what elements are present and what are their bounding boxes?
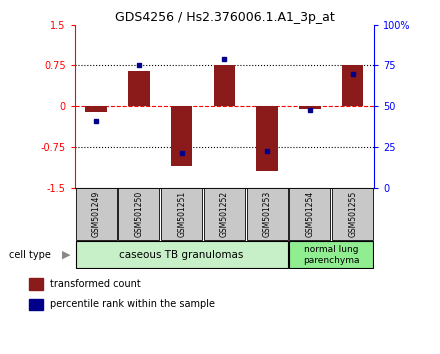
Text: GSM501251: GSM501251 bbox=[177, 191, 186, 237]
FancyBboxPatch shape bbox=[118, 188, 159, 240]
FancyBboxPatch shape bbox=[161, 188, 202, 240]
FancyBboxPatch shape bbox=[290, 188, 330, 240]
Bar bbox=[29, 299, 43, 310]
FancyBboxPatch shape bbox=[247, 188, 288, 240]
Bar bbox=[128, 71, 150, 106]
Bar bbox=[257, 106, 278, 171]
Bar bbox=[171, 106, 192, 166]
Bar bbox=[29, 278, 43, 290]
Text: GSM501250: GSM501250 bbox=[134, 191, 143, 237]
FancyBboxPatch shape bbox=[332, 188, 373, 240]
Bar bbox=[299, 106, 321, 109]
Text: cell type: cell type bbox=[9, 250, 51, 260]
Title: GDS4256 / Hs2.376006.1.A1_3p_at: GDS4256 / Hs2.376006.1.A1_3p_at bbox=[114, 11, 334, 24]
Text: GSM501252: GSM501252 bbox=[220, 191, 229, 237]
FancyBboxPatch shape bbox=[290, 241, 373, 268]
Bar bbox=[85, 106, 107, 112]
Text: GSM501249: GSM501249 bbox=[92, 191, 101, 237]
FancyBboxPatch shape bbox=[76, 188, 117, 240]
FancyBboxPatch shape bbox=[76, 241, 288, 268]
FancyBboxPatch shape bbox=[204, 188, 245, 240]
Text: percentile rank within the sample: percentile rank within the sample bbox=[50, 299, 215, 309]
Bar bbox=[214, 65, 235, 106]
Text: ▶: ▶ bbox=[62, 250, 70, 260]
Text: GSM501254: GSM501254 bbox=[305, 191, 315, 237]
Text: caseous TB granulomas: caseous TB granulomas bbox=[120, 250, 244, 260]
Text: normal lung
parenchyma: normal lung parenchyma bbox=[303, 245, 359, 264]
Text: transformed count: transformed count bbox=[50, 279, 141, 289]
Text: GSM501255: GSM501255 bbox=[348, 191, 357, 237]
Bar bbox=[342, 65, 363, 106]
Text: GSM501253: GSM501253 bbox=[263, 191, 271, 237]
